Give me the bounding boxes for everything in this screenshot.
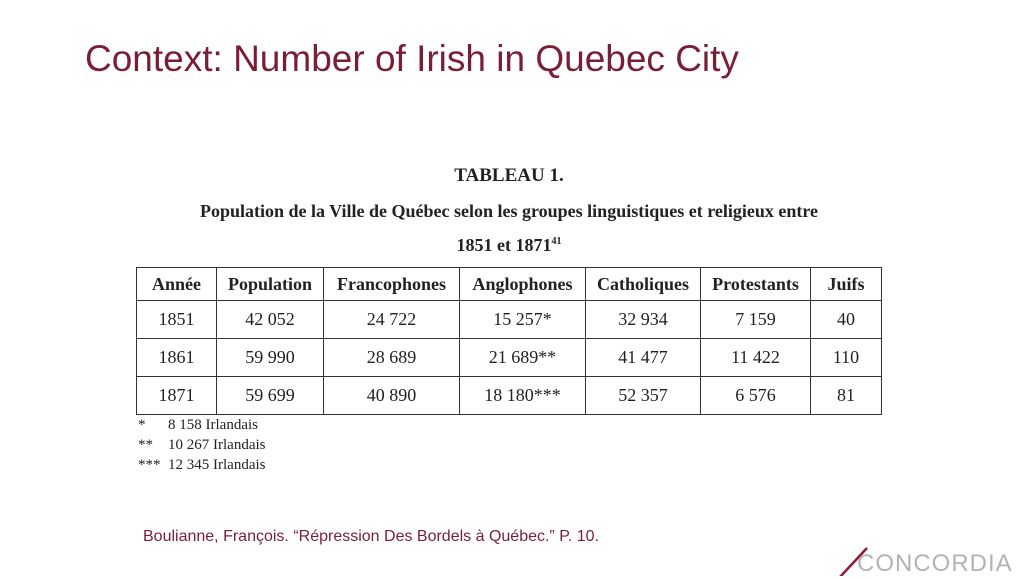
- footnote: * 8 158 Irlandais: [138, 415, 265, 435]
- table-row: 1861 59 990 28 689 21 689** 41 477 11 422 110: [136, 338, 882, 377]
- cell: 24 722: [323, 300, 460, 339]
- cell: 52 357: [585, 376, 701, 415]
- cell: 18 180***: [459, 376, 586, 415]
- logo-text: CONCORDIA: [857, 550, 1013, 577]
- logo-slash-icon: [839, 547, 868, 576]
- population-table: Année Population Francophones Anglophone…: [136, 267, 882, 415]
- footnote-ref: 41: [551, 236, 562, 247]
- caption-years: 1851 et 1871: [456, 235, 552, 255]
- footnotes: * 8 158 Irlandais ** 10 267 Irlandais *** 1…: [138, 415, 265, 475]
- cell: 1851: [136, 300, 217, 339]
- table-caption-years: 1851 et 187141: [136, 235, 882, 256]
- cell: 11 422: [700, 338, 811, 377]
- cell: 7 159: [700, 300, 811, 339]
- cell: 6 576: [700, 376, 811, 415]
- table-label: TABLEAU 1.: [454, 165, 564, 186]
- table-row: 1871 59 699 40 890 18 180*** 52 357 6 576 81: [136, 376, 882, 415]
- cell: 21 689**: [459, 338, 586, 377]
- header-row: Année Population Francophones Anglophone…: [136, 267, 882, 301]
- cell: 42 052: [216, 300, 324, 339]
- footnote-text: 12 345 Irlandais: [168, 457, 266, 473]
- header-cell: Juifs: [810, 267, 882, 301]
- cell: 40 890: [323, 376, 460, 415]
- citation: Boulianne, François. “Répression Des Bor…: [143, 528, 599, 545]
- header-cell: Catholiques: [585, 267, 701, 301]
- header-cell: Protestants: [700, 267, 811, 301]
- table-caption: Population de la Ville de Québec selon l…: [199, 201, 819, 221]
- footnote-mark: ***: [138, 457, 161, 473]
- cell: 59 699: [216, 376, 324, 415]
- cell: 41 477: [585, 338, 701, 377]
- cell: 32 934: [585, 300, 701, 339]
- cell: 81: [810, 376, 882, 415]
- slide-title: Context: Number of Irish in Quebec City: [85, 38, 739, 79]
- table-row: 1851 42 052 24 722 15 257* 32 934 7 159 40: [136, 300, 882, 339]
- cell: 110: [810, 338, 882, 377]
- cell: 1861: [136, 338, 217, 377]
- footnote: ** 10 267 Irlandais: [138, 435, 265, 455]
- cell: 28 689: [323, 338, 460, 377]
- footnote-mark: **: [138, 437, 153, 453]
- footnote: *** 12 345 Irlandais: [138, 455, 265, 475]
- concordia-logo: CONCORDIA: [835, 546, 1024, 577]
- header-cell: Population: [216, 267, 324, 301]
- footnote-mark: *: [138, 417, 146, 433]
- footnote-text: 8 158 Irlandais: [168, 417, 258, 433]
- cell: 15 257*: [459, 300, 586, 339]
- cell: 40: [810, 300, 882, 339]
- header-cell: Francophones: [323, 267, 460, 301]
- cell: 1871: [136, 376, 217, 415]
- header-cell: Anglophones: [459, 267, 586, 301]
- footnote-text: 10 267 Irlandais: [168, 437, 266, 453]
- header-cell: Année: [136, 267, 217, 301]
- cell: 59 990: [216, 338, 324, 377]
